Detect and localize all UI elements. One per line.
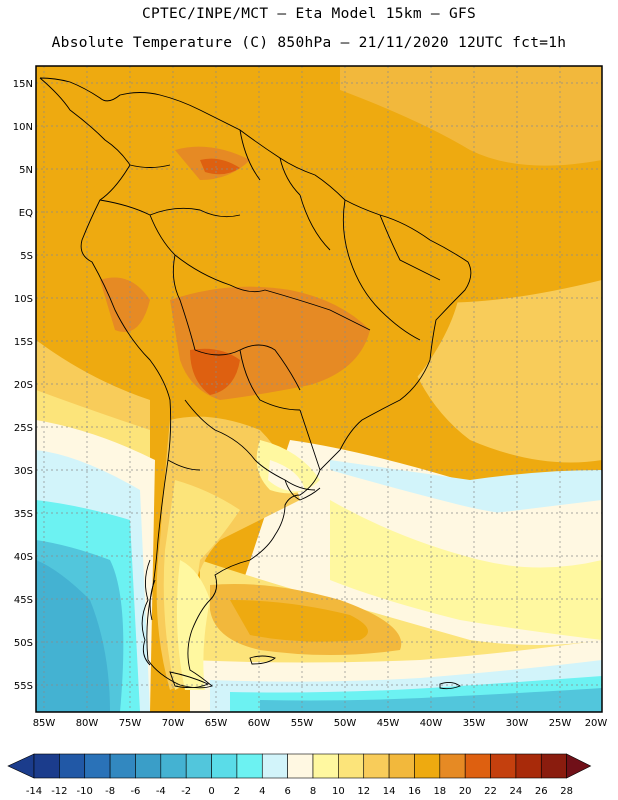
colorbar-swatch [414,753,441,779]
map-title-line-1: CPTEC/INPE/MCT – Eta Model 15km – GFS [141,6,477,22]
colorbar-swatch [135,753,162,779]
lat-label: 35S [14,509,33,520]
lat-label: 10S [14,294,33,305]
lat-label: 5N [19,165,33,176]
colorbar-label: -6 [130,786,140,797]
map-title-line-2: Absolute Temperature (C) 850hPa – 21/11/… [51,35,567,51]
lat-label: 30S [14,466,33,477]
lon-label: 60W [248,718,271,729]
longitude-labels: 85W 80W 75W 70W 65W 60W 55W 50W 45W 40W … [33,718,608,729]
colorbar-label: 24 [510,786,523,797]
colorbar-label: 4 [259,786,265,797]
colorbar-swatch [464,753,491,779]
colorbar-label: -4 [156,786,166,797]
lat-label: 25S [14,423,33,434]
colorbar-label: -2 [181,786,191,797]
colorbar-label: -10 [77,786,93,797]
colorbar-swatch [236,753,263,779]
lon-label: 70W [162,718,185,729]
colorbar-label: 2 [234,786,240,797]
lon-label: 85W [33,718,56,729]
lon-label: 40W [420,718,443,729]
colorbar-swatch [109,753,136,779]
coastlines [39,77,472,690]
lon-label: 30W [506,718,529,729]
colorbar-label: 6 [284,786,290,797]
colorbar-label: -12 [51,786,67,797]
colorbar-label: 0 [208,786,214,797]
colorbar-swatch [490,753,517,779]
map-frame [35,65,603,713]
lon-label: 75W [119,718,142,729]
lat-label: 55S [14,681,33,692]
colorbar-swatch [388,753,415,779]
colorbar-swatch [59,753,86,779]
colorbar-right-arrow [566,753,592,779]
colorbar-label: 26 [535,786,548,797]
colorbar-swatch [33,753,60,779]
colorbar-label: 22 [484,786,497,797]
colorbar-swatch [338,753,365,779]
lon-label: 25W [549,718,572,729]
lon-label: 35W [463,718,486,729]
colorbar-label: 20 [459,786,472,797]
colorbar-label: 14 [383,786,396,797]
colorbar-swatch [439,753,466,779]
lat-label: EQ [19,208,33,219]
colorbar-label: 28 [560,786,573,797]
lat-label: 20S [14,380,33,391]
colorbar-swatch [515,753,542,779]
colorbar-swatch [312,753,339,779]
lon-label: 45W [377,718,400,729]
lat-label: 15S [14,337,33,348]
colorbar-label: 18 [433,786,446,797]
lon-label: 80W [76,718,99,729]
colorbar-swatch [211,753,238,779]
latitude-labels: 15N 10N 5N EQ 5S 10S 15S 20S 25S 30S 35S… [13,79,33,692]
colorbar-swatch [84,753,111,779]
lat-label: 40S [14,552,33,563]
colorbar-swatch [160,753,187,779]
colorbar-swatch [287,753,314,779]
colorbar-label: 12 [357,786,370,797]
lon-label: 50W [334,718,357,729]
graticule [36,66,602,712]
colorbar-label: 16 [408,786,421,797]
lon-label: 65W [205,718,228,729]
lat-label: 45S [14,595,33,606]
lon-label: 55W [291,718,314,729]
temperature-field [36,66,602,712]
colorbar-label: -14 [26,786,42,797]
lat-label: 15N [13,79,33,90]
lat-label: 50S [14,638,33,649]
colorbar-label: 10 [332,786,345,797]
color-bar: -14 -12 -10 -8 -6 -4 -2 0 2 4 6 8 10 12 14 16 18 20 22 24 26… [7,753,592,797]
colorbar-swatch [540,753,567,779]
lat-label: 10N [13,122,33,133]
colorbar-left-arrow [7,753,35,779]
colorbar-label: 8 [310,786,316,797]
lon-label: 20W [585,718,608,729]
colorbar-label: -8 [105,786,115,797]
lat-label: 5S [20,251,33,262]
colorbar-swatch [185,753,212,779]
colorbar-swatch [261,753,288,779]
colorbar-swatch [363,753,390,779]
